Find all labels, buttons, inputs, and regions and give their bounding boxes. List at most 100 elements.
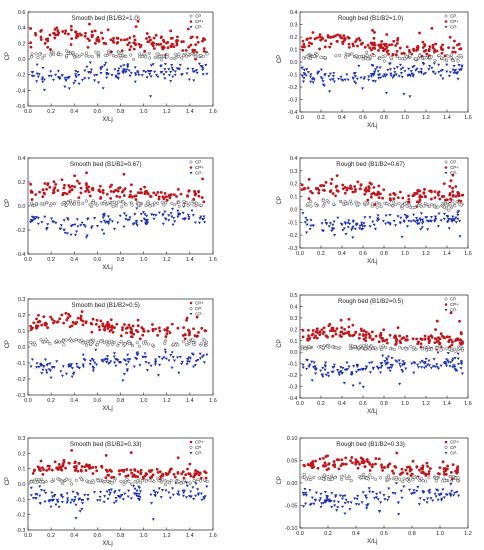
data-point-cp: [393, 476, 397, 480]
data-point-cp-minus: [387, 487, 391, 491]
data-point-cp-minus: [351, 77, 355, 81]
data-point-cp: [127, 342, 131, 346]
data-point-cp-minus: [134, 73, 138, 77]
data-point-cp-minus: [378, 66, 382, 70]
data-point-cp: [378, 476, 382, 480]
y-tick-label: -0.4: [16, 88, 25, 94]
data-point-cp-plus: [161, 47, 165, 51]
data-point-cp-minus: [201, 68, 205, 72]
data-point-cp-plus: [439, 332, 443, 336]
data-point-cp-plus: [421, 46, 425, 49]
data-point-cp-minus: [75, 218, 79, 221]
data-point-cp-plus: [69, 28, 73, 32]
x-tick-label: 1.2: [422, 251, 430, 257]
data-point-cp-minus: [353, 227, 357, 231]
data-point-cp-minus: [42, 489, 46, 493]
data-point-cp-minus: [108, 491, 112, 495]
data-point-cp-minus: [322, 501, 326, 505]
data-point-cp-minus: [319, 369, 323, 373]
data-point-cp-minus: [182, 491, 186, 495]
data-point-cp-minus: [452, 64, 456, 68]
data-point-cp-minus: [75, 492, 79, 495]
data-point-cp-minus: [369, 73, 373, 76]
data-point-cp-minus: [375, 219, 379, 223]
data-point-cp-plus: [449, 311, 453, 315]
data-point-cp-minus: [422, 73, 426, 76]
data-point-cp-minus: [424, 216, 428, 219]
data-point-cp-plus: [335, 458, 339, 462]
data-point-cp-minus: [128, 74, 132, 78]
x-tick-label: 1.2: [163, 257, 171, 263]
data-point-cp-plus: [423, 187, 426, 191]
data-point-cp-minus: [105, 76, 109, 80]
data-point-cp-minus: [459, 367, 463, 370]
x-tick-label: 1.2: [422, 115, 430, 121]
data-point-cp-plus: [334, 194, 337, 198]
data-point-cp-minus: [319, 68, 323, 72]
data-point-cp-minus: [81, 502, 85, 505]
data-point-cp-minus: [448, 494, 452, 497]
data-point-cp-minus: [328, 72, 332, 76]
data-point-cp-plus: [367, 189, 371, 193]
data-point-cp-minus: [169, 354, 173, 357]
data-point-cp: [51, 478, 55, 482]
data-point-cp-plus: [407, 194, 411, 198]
data-point-cp-minus: [397, 513, 401, 516]
data-point-cp-minus: [194, 359, 198, 363]
data-point-cp-minus: [131, 223, 135, 226]
data-point-cp-plus: [408, 50, 412, 54]
data-point-cp-minus: [361, 87, 365, 90]
data-point-cp-minus: [432, 62, 436, 65]
data-point-cp-minus: [400, 496, 404, 500]
data-point-cp-minus: [458, 220, 462, 223]
data-point-cp-minus: [386, 221, 390, 225]
data-point-cp-plus: [52, 190, 56, 194]
data-point-cp-plus: [362, 329, 366, 333]
data-point-cp-plus: [340, 330, 344, 334]
data-point-cp-plus: [69, 43, 73, 46]
data-point-cp: [424, 56, 428, 60]
data-point-cp-plus: [119, 38, 123, 42]
data-point-cp-minus: [412, 371, 416, 375]
data-point-cp-minus: [177, 490, 181, 494]
data-point-cp: [433, 205, 437, 209]
data-point-cp-plus: [373, 43, 377, 47]
y-tick-label: 0.3: [18, 297, 26, 303]
y-tick-label: 0.2: [290, 327, 298, 333]
x-tick-label: 1.6: [209, 533, 217, 539]
legend-marker-cp-minus: [189, 172, 193, 175]
data-point-cp-plus: [382, 466, 386, 469]
data-point-cp: [65, 54, 69, 58]
y-tick-label: 0.10: [287, 436, 298, 442]
data-point-cp-plus: [34, 33, 38, 37]
data-point-cp-plus: [152, 191, 156, 195]
data-point-cp: [87, 480, 91, 484]
data-point-cp-minus: [129, 497, 133, 500]
y-tick-label: -0.2: [16, 377, 25, 383]
data-point-cp-minus: [302, 68, 306, 72]
legend-label: CP+: [195, 19, 204, 24]
legend-label: CP+: [195, 165, 204, 170]
data-point-cp: [375, 201, 379, 205]
data-point-cp-minus: [304, 491, 308, 495]
data-point-cp-minus: [132, 365, 136, 369]
data-point-cp-plus: [56, 29, 60, 33]
data-point-cp-plus: [429, 197, 433, 201]
data-point-cp-plus: [368, 46, 372, 50]
data-point-cp-plus: [382, 328, 386, 332]
data-point-cp: [52, 202, 56, 206]
data-point-cp-plus: [135, 329, 138, 332]
data-point-cp: [182, 480, 186, 484]
data-point-cp-plus: [415, 337, 419, 341]
data-point-cp-minus: [199, 215, 203, 219]
data-point-cp-minus: [176, 356, 180, 359]
data-point-cp-minus: [402, 92, 406, 96]
data-point-cp-minus: [446, 359, 450, 363]
data-point-cp-plus: [95, 318, 99, 322]
data-point-cp-minus: [93, 361, 97, 365]
data-point-cp: [368, 473, 372, 477]
y-tick-label: 0.1: [18, 329, 26, 335]
data-point-cp-minus: [345, 73, 349, 77]
data-point-cp-plus: [423, 337, 427, 341]
data-point-cp-minus: [365, 507, 369, 510]
